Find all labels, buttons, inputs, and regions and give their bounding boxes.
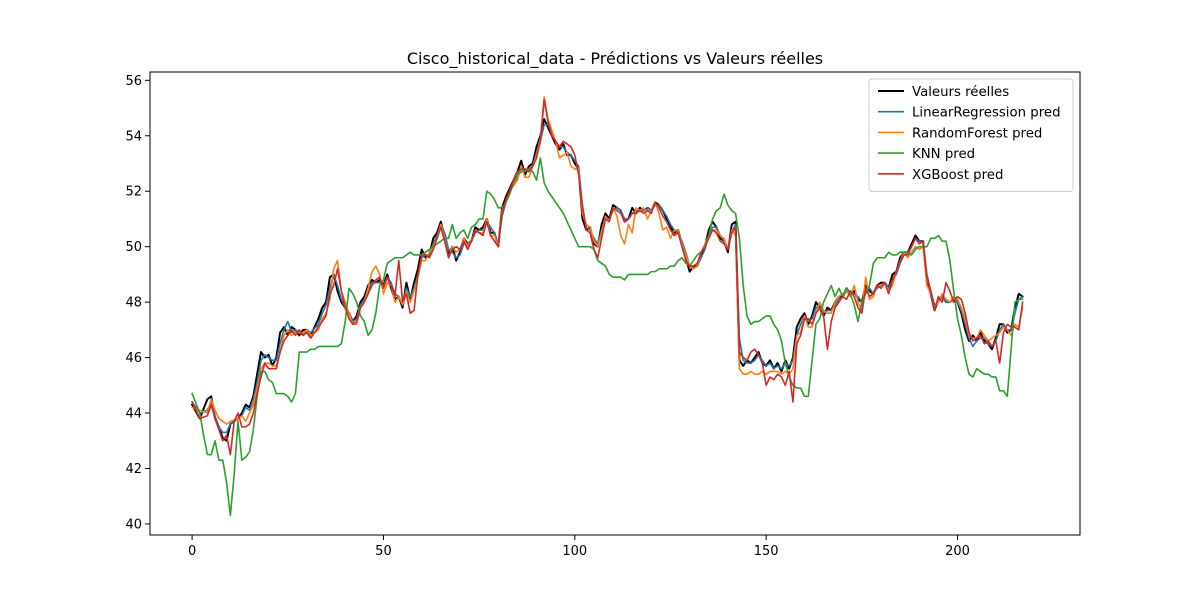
y-tick-label: 44 [125,407,142,422]
x-tick-label: 200 [945,544,970,559]
legend-label-valeurs-r-elles: Valeurs réelles [912,84,1009,100]
legend-box [868,78,1074,192]
series-line-knn-pred [191,157,1024,517]
axes-frame [149,71,1081,536]
x-tick-label: 0 [188,544,196,559]
legend-label-xgboost-pred: XGBoost pred [912,168,1003,183]
chart-title: Cisco_historical_data - Prédictions vs V… [407,49,823,69]
legend-label-linearregression-pred: LinearRegression pred [912,106,1061,121]
series-line-xgboost-pred [191,98,1024,456]
y-tick-label: 48 [125,296,142,311]
y-tick-label: 40 [125,517,142,532]
y-tick-label: 54 [125,129,142,144]
y-tick-label: 46 [125,351,142,366]
x-tick-label: 100 [562,544,587,559]
x-tick-label: 150 [754,544,779,559]
y-tick-label: 56 [125,74,142,89]
y-tick-label: 42 [125,462,142,477]
axes: 0 50 100 150 200 40 42 44 46 48 50 52 54 56 [125,74,969,559]
legend-label-knn-pred: KNN pred [912,147,975,162]
y-tick-label: 52 [125,185,142,200]
x-tick-label: 50 [375,544,392,559]
y-tick-label: 50 [125,240,142,255]
legend: Valeurs réelles LinearRegression pred Rand… [868,78,1074,192]
plot-area [190,96,1024,517]
legend-label-randomforest-pred: RandomForest pred [912,126,1042,141]
